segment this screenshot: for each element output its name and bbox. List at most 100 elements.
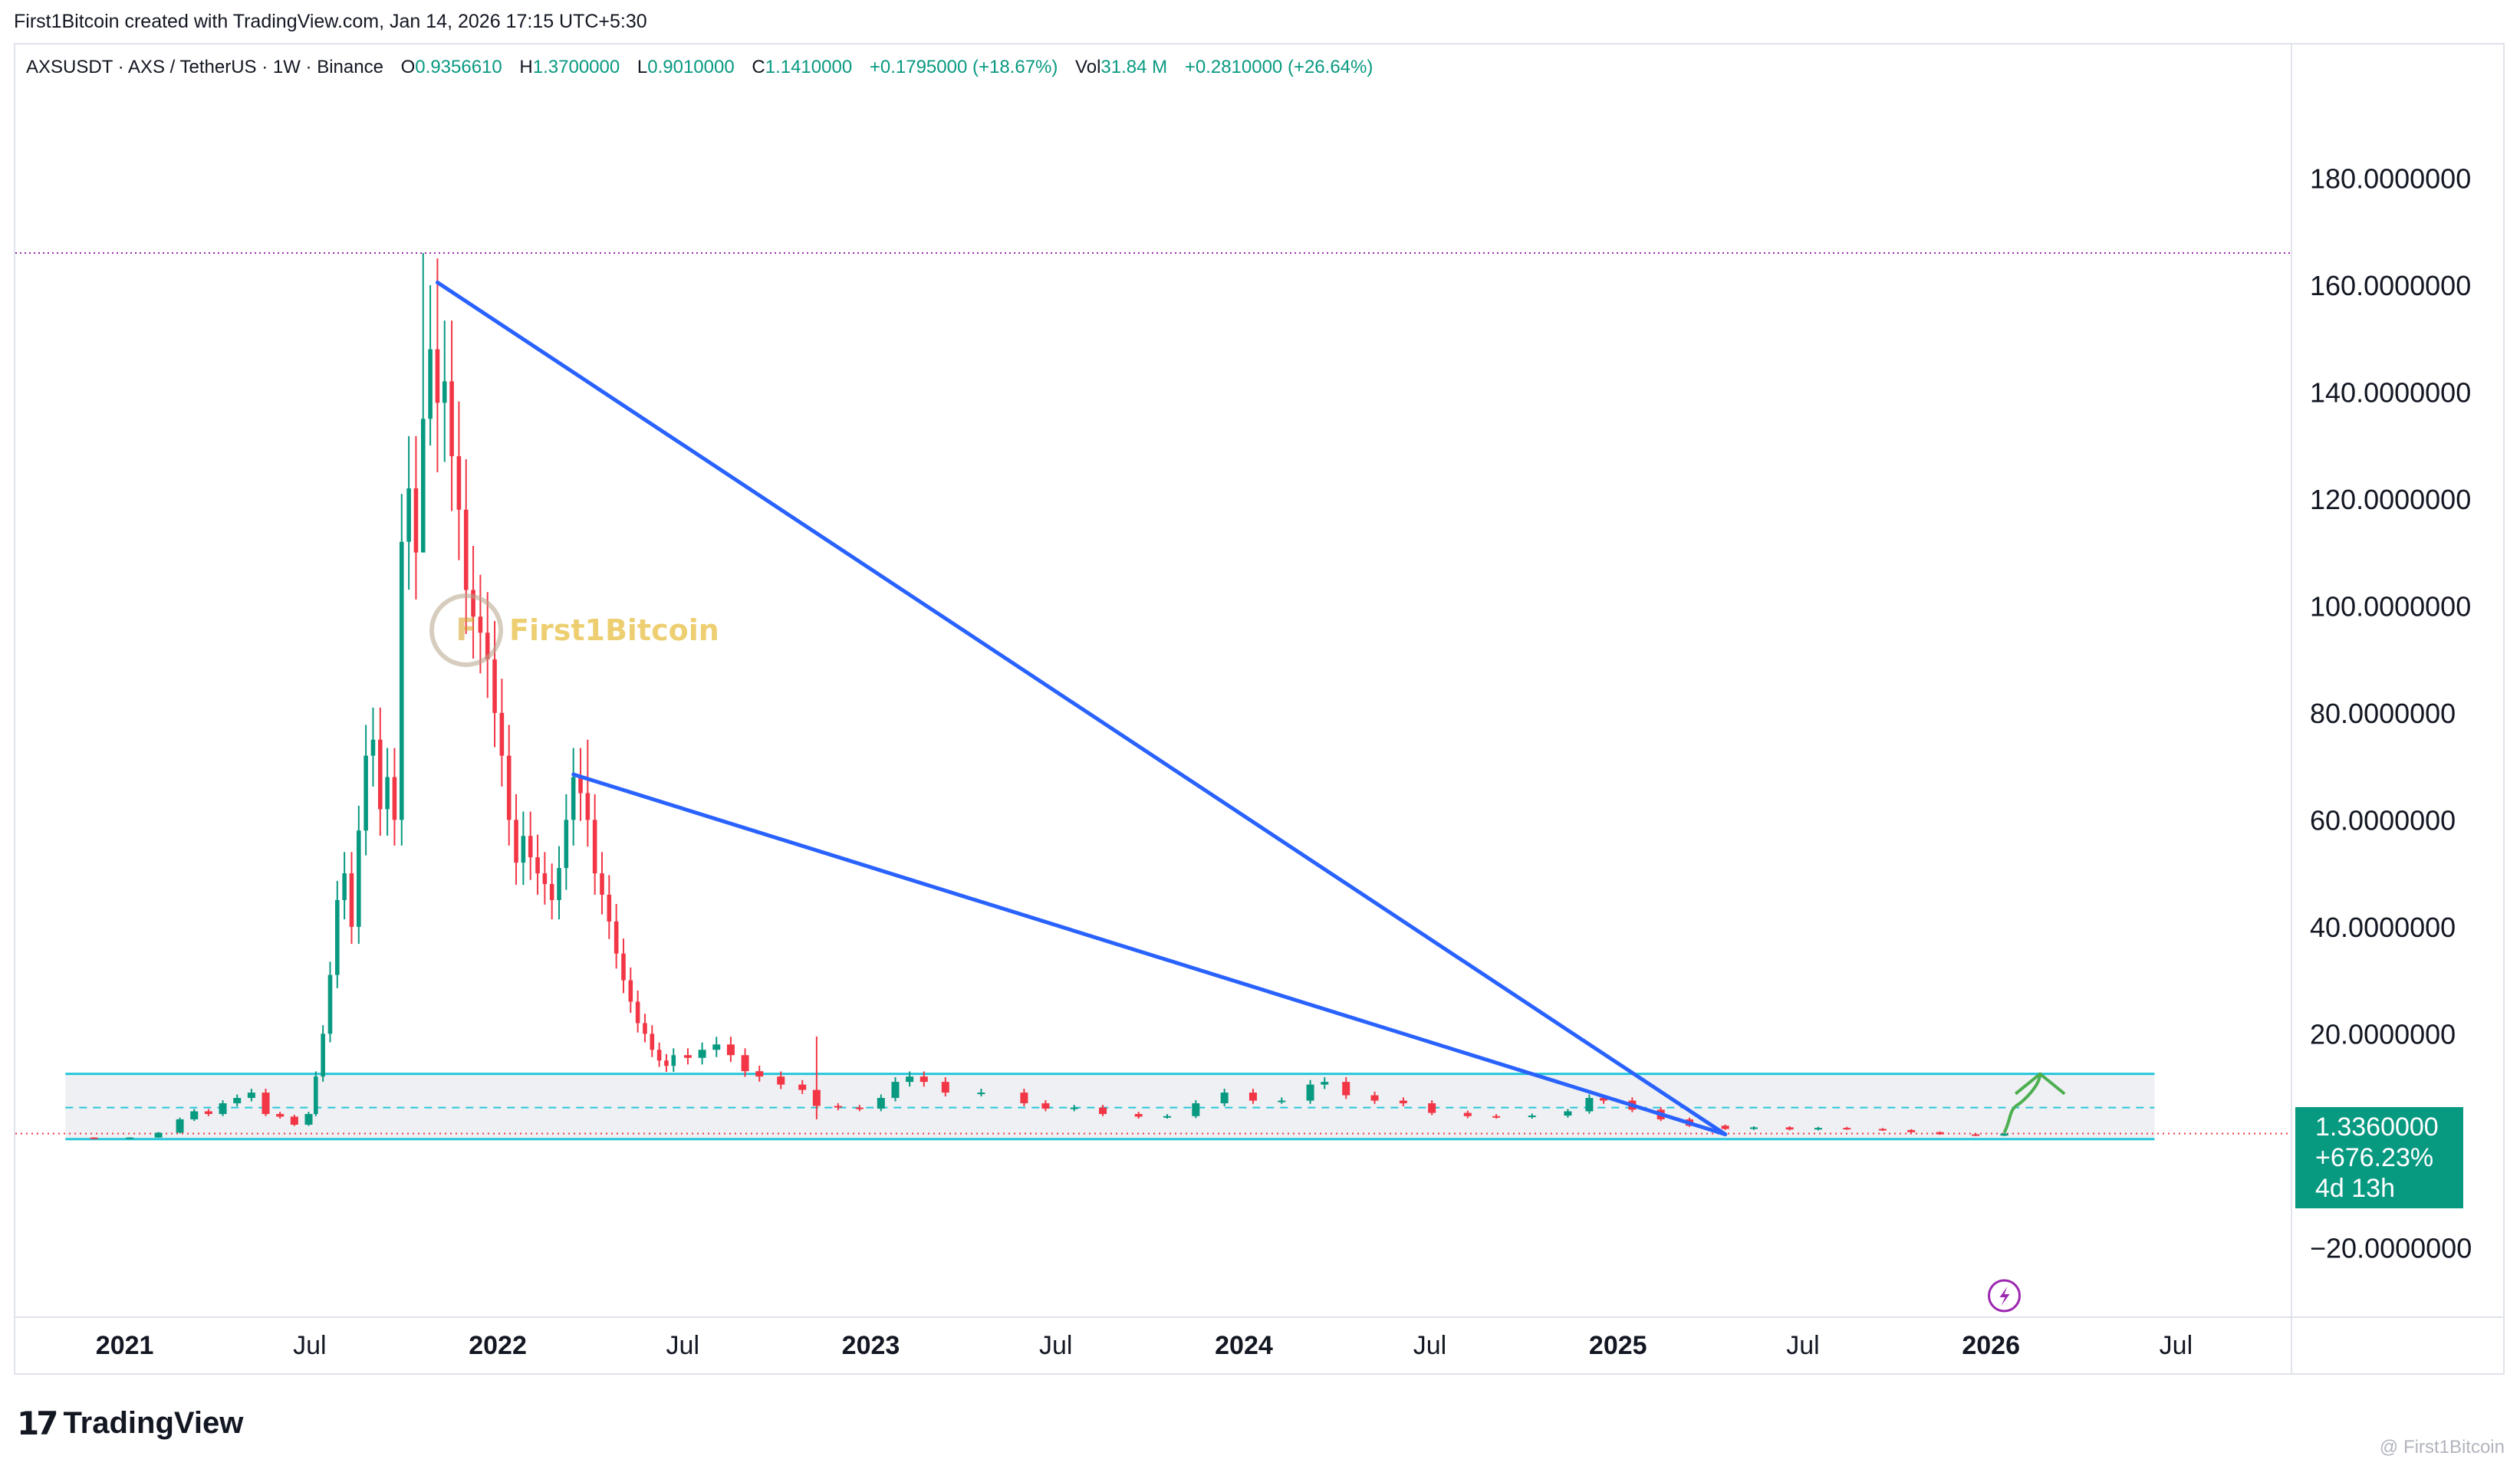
open-label: O bbox=[400, 57, 416, 77]
y-tick-label: 140.0000000 bbox=[2310, 376, 2471, 408]
close-label: C bbox=[752, 57, 765, 77]
y-tick-label: 20.0000000 bbox=[2310, 1018, 2456, 1050]
candle-body bbox=[1721, 1126, 1729, 1129]
tradingview-logo[interactable]: 17 TradingView bbox=[17, 1405, 243, 1442]
candle-body bbox=[755, 1071, 764, 1077]
low-value: 0.9010000 bbox=[647, 57, 735, 77]
candle-body bbox=[2000, 1133, 2008, 1136]
candle-body bbox=[385, 777, 390, 810]
last-price-badge: 1.3360000 +676.23% 4d 13h bbox=[2295, 1107, 2463, 1208]
candle-body bbox=[357, 830, 361, 927]
candle-body bbox=[233, 1098, 242, 1104]
candle-body bbox=[1342, 1082, 1350, 1096]
candle-body bbox=[855, 1107, 864, 1109]
candle-body bbox=[542, 873, 548, 885]
candle-body bbox=[741, 1055, 749, 1072]
candle-body bbox=[442, 381, 447, 403]
candle-body bbox=[1192, 1103, 1200, 1116]
y-tick-label: 80.0000000 bbox=[2310, 698, 2456, 729]
candle-body bbox=[219, 1103, 227, 1114]
candle-body bbox=[406, 488, 411, 542]
x-tick-label: 2025 bbox=[1589, 1331, 1647, 1360]
candle-body bbox=[777, 1076, 785, 1085]
candle-body bbox=[1936, 1132, 1944, 1135]
volume-label: Vol bbox=[1075, 57, 1101, 77]
bar-countdown: 4d 13h bbox=[2315, 1174, 2395, 1203]
volume-value: 31.84 M bbox=[1100, 57, 1168, 77]
first1bitcoin-watermark: F First1Bitcoin bbox=[429, 593, 719, 667]
y-tick-label: −20.0000000 bbox=[2310, 1232, 2472, 1264]
candle-body bbox=[812, 1089, 821, 1106]
chart-credit: First1Bitcoin created with TradingView.c… bbox=[14, 11, 647, 32]
candle-body bbox=[1163, 1116, 1171, 1118]
candle-body bbox=[1878, 1129, 1887, 1131]
arrow-head-icon bbox=[2014, 1072, 2066, 1096]
candle-body bbox=[364, 755, 368, 831]
open-value: 0.9356610 bbox=[415, 57, 502, 77]
x-tick-label: Jul bbox=[1786, 1331, 1819, 1360]
event-marker-icon bbox=[1988, 1279, 2022, 1313]
symbol-name[interactable]: AXSUSDT · AXS / TetherUS · 1W · Binance bbox=[26, 57, 383, 77]
candle-body bbox=[1020, 1093, 1028, 1104]
candle-body bbox=[1306, 1084, 1314, 1101]
candle-body bbox=[514, 820, 518, 863]
candle-body bbox=[521, 836, 526, 863]
symbol-legend[interactable]: AXSUSDT · AXS / TetherUS · 1W · Binance … bbox=[26, 57, 1373, 78]
candle-body bbox=[1843, 1128, 1851, 1130]
y-tick-label: 40.0000000 bbox=[2310, 912, 2456, 943]
candle-body bbox=[420, 419, 426, 553]
x-tick-label: Jul bbox=[2160, 1331, 2193, 1360]
candle-body bbox=[535, 857, 540, 874]
candle-body bbox=[428, 349, 433, 419]
candle-body bbox=[1907, 1129, 1916, 1132]
lightning-icon bbox=[1999, 1287, 2010, 1306]
candle-body bbox=[1600, 1098, 1608, 1101]
candle-body bbox=[1528, 1116, 1536, 1118]
range-box bbox=[65, 1073, 2155, 1139]
candle-body bbox=[621, 953, 626, 981]
candle-body bbox=[247, 1093, 255, 1099]
candle-body bbox=[327, 974, 333, 1034]
candle-body bbox=[1492, 1116, 1501, 1118]
candle-body bbox=[335, 899, 340, 975]
total-change-percent: +676.23% bbox=[2315, 1143, 2434, 1172]
candle-body bbox=[592, 820, 597, 874]
watermark-text: First1Bitcoin bbox=[509, 613, 719, 647]
candle-body bbox=[1041, 1103, 1050, 1109]
candle-body bbox=[571, 777, 576, 820]
candle-body bbox=[1564, 1111, 1572, 1116]
candle-body bbox=[698, 1050, 706, 1058]
candle-body bbox=[1321, 1082, 1329, 1085]
trendline-1 bbox=[435, 280, 1728, 1136]
candle-body bbox=[342, 873, 347, 900]
candle-body bbox=[449, 381, 454, 457]
candle-body bbox=[906, 1076, 914, 1083]
author-credit: @ First1Bitcoin bbox=[2379, 1437, 2505, 1457]
candle-body bbox=[920, 1076, 928, 1083]
candle-body bbox=[126, 1137, 134, 1139]
candle-body bbox=[435, 349, 440, 403]
x-tick-label: Jul bbox=[1039, 1331, 1072, 1360]
candle-body bbox=[392, 777, 397, 820]
candle-body bbox=[276, 1113, 285, 1117]
tradingview-wordmark: TradingView bbox=[63, 1406, 244, 1440]
candle-body bbox=[370, 739, 376, 756]
x-tick-label: 2026 bbox=[1962, 1331, 2020, 1360]
candle-body bbox=[1070, 1107, 1078, 1109]
candle-body bbox=[650, 1034, 655, 1050]
candle-body bbox=[1399, 1100, 1407, 1104]
close-value: 1.1410000 bbox=[765, 57, 853, 77]
candle-body bbox=[1099, 1107, 1107, 1114]
candle-body bbox=[656, 1050, 662, 1061]
candle-body bbox=[1972, 1134, 1980, 1136]
candle-body bbox=[834, 1106, 842, 1108]
candle-body bbox=[314, 1076, 318, 1114]
candle-body bbox=[262, 1093, 270, 1114]
candle-body bbox=[1428, 1103, 1436, 1113]
candle-body bbox=[154, 1132, 163, 1138]
candle-body bbox=[1278, 1100, 1286, 1103]
candle-body bbox=[492, 659, 497, 713]
candle-body bbox=[557, 868, 561, 900]
candle-body bbox=[413, 488, 419, 553]
